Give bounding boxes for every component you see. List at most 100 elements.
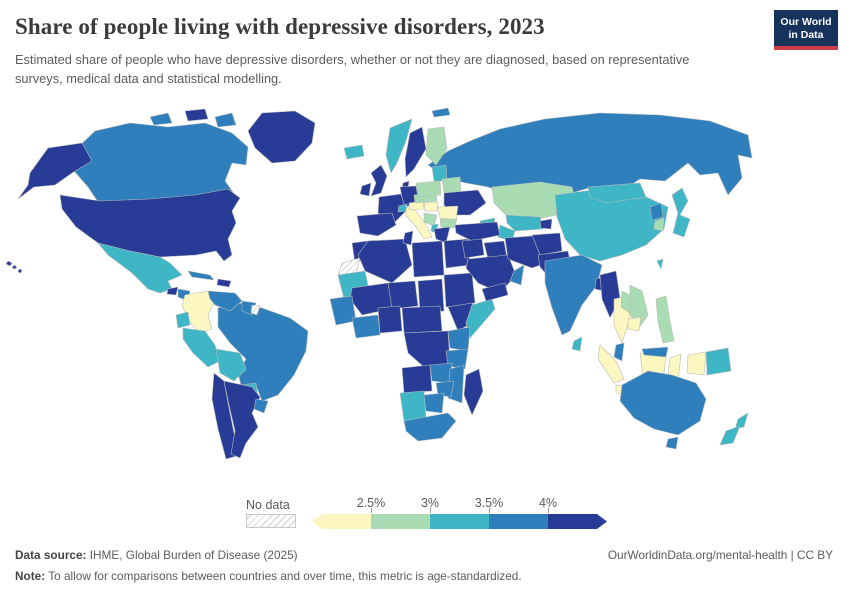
legend-tick (489, 508, 490, 513)
legend-bin-lt-2-5[interactable] (312, 514, 371, 529)
footer-note-value: To allow for comparisons between countri… (45, 569, 522, 583)
chart-subtitle: Estimated share of people who have depre… (15, 52, 690, 86)
country-south-africa[interactable] (403, 412, 457, 442)
country-libya[interactable] (411, 240, 445, 278)
country-mongolia[interactable] (587, 182, 647, 204)
country-mexico[interactable] (97, 242, 183, 294)
country-alaska[interactable] (17, 142, 93, 200)
footer-data-source-value: IHME, Global Burden of Disease (2025) (86, 548, 298, 562)
country-new-zealand[interactable] (719, 425, 741, 446)
country-venezuela[interactable] (207, 290, 243, 312)
country-ivory-coast-ghana[interactable] (351, 314, 381, 339)
country-senegal-guinea[interactable] (329, 295, 357, 326)
country-hispaniola[interactable] (216, 278, 232, 288)
country-zambia[interactable] (429, 362, 453, 384)
country-iberia[interactable] (356, 212, 397, 237)
country-french-guiana[interactable] (250, 304, 261, 316)
country-sweden[interactable] (404, 126, 427, 178)
country-syria-levant[interactable] (461, 238, 485, 259)
country-australia[interactable] (619, 370, 707, 436)
legend-bin-gt-4[interactable] (548, 514, 607, 529)
country-indonesia[interactable] (597, 344, 625, 384)
world-map-svg (5, 107, 753, 460)
legend-tick-label: 2.5% (356, 496, 386, 510)
legend-tick (430, 508, 431, 513)
country-cambodia[interactable] (627, 316, 642, 332)
country-angola[interactable] (401, 364, 433, 394)
country-balkans[interactable] (423, 212, 438, 227)
country-afghanistan[interactable] (531, 232, 563, 256)
legend-bin-2-5-3[interactable] (371, 514, 430, 529)
country-malaysia-borneo[interactable] (641, 346, 669, 358)
country-arctic-island[interactable] (149, 112, 173, 126)
footer-data-source: Data source: IHME, Global Burden of Dise… (15, 548, 298, 562)
country-zimbabwe[interactable] (435, 380, 455, 398)
country-kazakhstan[interactable] (491, 181, 577, 222)
country-uzbekistan[interactable] (505, 214, 544, 232)
country-drc[interactable] (403, 330, 451, 369)
country-madagascar[interactable] (463, 368, 484, 416)
country-usa[interactable] (59, 188, 241, 262)
country-papua-new-guinea[interactable] (705, 347, 732, 376)
country-taiwan[interactable] (656, 258, 664, 270)
country-brazil[interactable] (217, 302, 309, 402)
country-guatemala[interactable] (166, 286, 179, 296)
country-ecuador[interactable] (175, 311, 191, 329)
country-peru[interactable] (182, 327, 221, 368)
country-belarus[interactable] (441, 176, 462, 194)
country-arctic-island[interactable] (184, 108, 209, 122)
country-new-zealand[interactable] (734, 412, 749, 430)
country-malaysia[interactable] (613, 342, 625, 362)
owid-logo[interactable]: Our World in Data (774, 10, 838, 50)
country-japan[interactable] (671, 187, 691, 238)
country-norway[interactable] (385, 118, 413, 174)
country-hawaii[interactable] (5, 260, 23, 274)
legend-bin-3-3-5[interactable] (430, 514, 489, 529)
footer-note: Note: To allow for comparisons between c… (15, 569, 522, 583)
country-ireland[interactable] (359, 182, 372, 197)
country-arctic-island[interactable] (214, 112, 237, 128)
country-yemen[interactable] (481, 282, 509, 302)
country-russia[interactable] (427, 112, 753, 196)
country-botswana[interactable] (423, 392, 445, 414)
footer-link[interactable]: OurWorldinData.org/mental-health | CC BY (607, 548, 833, 562)
country-philippines[interactable] (655, 295, 675, 344)
country-bolivia[interactable] (215, 348, 247, 382)
country-hungary[interactable] (423, 201, 439, 212)
country-chad[interactable] (417, 278, 445, 314)
country-niger[interactable] (387, 280, 419, 310)
country-italy[interactable] (405, 206, 433, 240)
country-cameroon-car[interactable] (401, 305, 443, 334)
country-greenland[interactable] (247, 110, 316, 164)
country-south-korea[interactable] (653, 217, 665, 232)
country-sri-lanka[interactable] (571, 336, 583, 352)
legend-tick (548, 508, 549, 513)
country-tasmania[interactable] (665, 436, 679, 450)
legend-no-data-swatch[interactable] (246, 514, 296, 528)
country-nigeria[interactable] (377, 305, 403, 334)
country-iceland[interactable] (343, 144, 365, 160)
country-north-korea[interactable] (649, 202, 664, 221)
owid-logo-line1: Our World (780, 16, 832, 28)
country-argentina[interactable] (223, 380, 261, 459)
world-map (0, 103, 850, 495)
country-finland[interactable] (425, 126, 448, 166)
country-poland[interactable] (415, 180, 442, 198)
country-tajikistan[interactable] (539, 218, 553, 230)
country-sudan[interactable] (443, 272, 476, 308)
country-namibia[interactable] (399, 390, 427, 422)
country-romania[interactable] (437, 205, 459, 221)
country-uk[interactable] (370, 164, 388, 197)
country-oman[interactable] (509, 264, 525, 286)
country-tunisia[interactable] (402, 230, 414, 246)
footer-data-source-label: Data source: (15, 548, 87, 562)
country-kenya-uganda[interactable] (447, 326, 471, 352)
country-cuba[interactable] (187, 270, 215, 281)
country-indonesia[interactable] (686, 351, 707, 376)
country-bulgaria[interactable] (439, 218, 458, 229)
legend-bin-3-5-4[interactable] (489, 514, 548, 529)
country-svalbard[interactable] (431, 107, 451, 118)
country-turkey[interactable] (454, 221, 501, 242)
country-india[interactable] (544, 254, 603, 336)
country-uruguay[interactable] (253, 398, 269, 414)
